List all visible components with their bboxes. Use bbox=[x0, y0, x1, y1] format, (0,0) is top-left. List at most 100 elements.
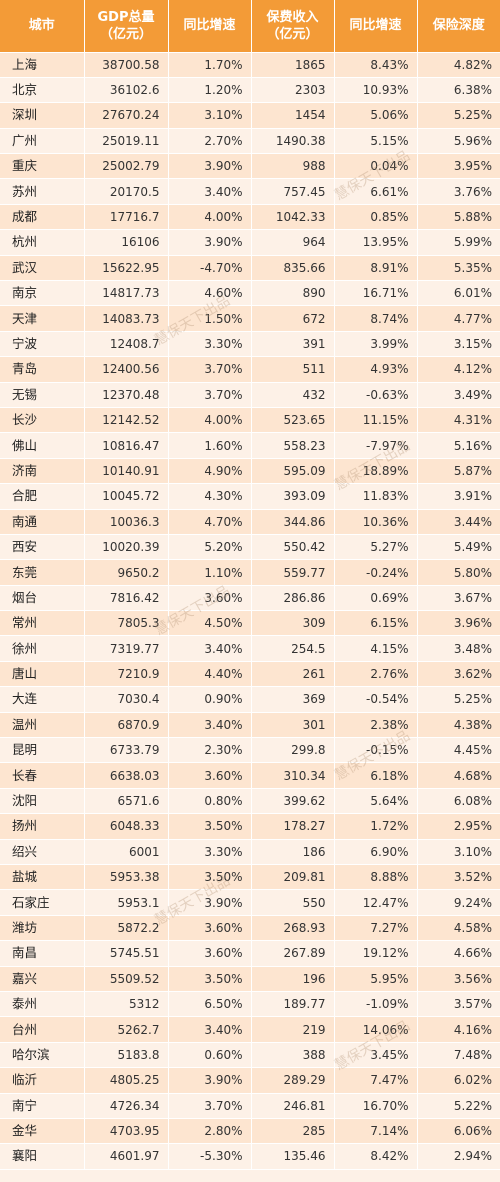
cell-gdp: 6733.79 bbox=[84, 737, 169, 764]
cell-gdp-growth: 3.40% bbox=[168, 712, 252, 739]
cell-gdp: 7210.9 bbox=[84, 661, 169, 688]
cell-city: 杭州 bbox=[0, 229, 85, 256]
table-row: 长沙 12142.52 4.00% 523.65 11.15% 4.31% bbox=[0, 407, 500, 434]
cell-premium: 289.29 bbox=[251, 1067, 335, 1094]
cell-gdp-growth: 3.30% bbox=[168, 331, 252, 358]
cell-premium: 550.42 bbox=[251, 534, 335, 561]
cell-premium: 1042.33 bbox=[251, 204, 335, 231]
col-header-premium-growth: 同比增速 bbox=[334, 0, 418, 53]
cell-premium: 511 bbox=[251, 356, 335, 383]
cell-gdp-growth: 3.50% bbox=[168, 813, 252, 840]
table-row: 南宁 4726.34 3.70% 246.81 16.70% 5.22% bbox=[0, 1093, 500, 1119]
col-header-premium: 保费收入 （亿元） bbox=[251, 0, 335, 53]
cell-premium: 595.09 bbox=[251, 458, 335, 485]
cell-premium-growth: -0.63% bbox=[334, 382, 418, 408]
cell-gdp-growth: 5.20% bbox=[168, 534, 252, 561]
table-body: 上海 38700.58 1.70% 1865 8.43% 4.82% 北京 36102.6 1.… bbox=[0, 52, 500, 1170]
cell-premium: 285 bbox=[251, 1118, 335, 1145]
cell-premium-growth: -0.54% bbox=[334, 686, 418, 713]
cell-gdp-growth: 4.50% bbox=[168, 610, 252, 637]
cell-insurance-depth: 4.16% bbox=[417, 1016, 500, 1043]
table-row: 潍坊 5872.2 3.60% 268.93 7.27% 4.58% bbox=[0, 915, 500, 942]
cell-gdp-growth: 3.70% bbox=[168, 382, 252, 408]
cell-gdp-growth: 4.70% bbox=[168, 509, 252, 535]
cell-city: 台州 bbox=[0, 1016, 85, 1043]
cell-premium-growth: 0.69% bbox=[334, 585, 418, 612]
cell-premium-growth: 1.72% bbox=[334, 813, 418, 840]
cell-insurance-depth: 4.12% bbox=[417, 356, 500, 383]
cell-city: 南宁 bbox=[0, 1093, 85, 1119]
cell-premium-growth: 4.15% bbox=[334, 635, 418, 662]
cell-premium: 186 bbox=[251, 839, 335, 866]
table-row: 武汉 15622.95 -4.70% 835.66 8.91% 5.35% bbox=[0, 255, 500, 282]
cell-gdp-growth: 4.90% bbox=[168, 458, 252, 485]
cell-gdp: 4703.95 bbox=[84, 1118, 169, 1145]
cell-city: 深圳 bbox=[0, 102, 85, 129]
cell-premium-growth: -0.24% bbox=[334, 559, 418, 586]
cell-premium: 388 bbox=[251, 1042, 335, 1069]
table-row: 深圳 27670.24 3.10% 1454 5.06% 5.25% bbox=[0, 102, 500, 129]
cell-gdp: 12370.48 bbox=[84, 382, 169, 408]
cell-city: 温州 bbox=[0, 712, 85, 739]
col-header-gdp-growth: 同比增速 bbox=[168, 0, 252, 53]
cell-gdp: 25019.11 bbox=[84, 128, 169, 155]
cell-city: 金华 bbox=[0, 1118, 85, 1145]
cell-city: 南昌 bbox=[0, 940, 85, 967]
cell-insurance-depth: 4.58% bbox=[417, 915, 500, 942]
cell-insurance-depth: 7.48% bbox=[417, 1042, 500, 1069]
cell-gdp-growth: 3.50% bbox=[168, 864, 252, 891]
cell-premium-growth: 6.90% bbox=[334, 839, 418, 866]
table-row: 合肥 10045.72 4.30% 393.09 11.83% 3.91% bbox=[0, 483, 500, 510]
table-row: 嘉兴 5509.52 3.50% 196 5.95% 3.56% bbox=[0, 966, 500, 992]
table-row: 襄阳 4601.97 -5.30% 135.46 8.42% 2.94% bbox=[0, 1143, 500, 1170]
table-row: 大连 7030.4 0.90% 369 -0.54% 5.25% bbox=[0, 686, 500, 713]
cell-gdp: 7030.4 bbox=[84, 686, 169, 713]
cell-insurance-depth: 4.38% bbox=[417, 712, 500, 739]
cell-premium: 1865 bbox=[251, 52, 335, 78]
cell-city: 东莞 bbox=[0, 559, 85, 586]
cell-gdp: 5312 bbox=[84, 991, 169, 1018]
cell-insurance-depth: 5.22% bbox=[417, 1093, 500, 1119]
table-header: 城市 GDP总量 （亿元） 同比增速 保费收入 （亿元） 同比增速 保险深度 bbox=[0, 0, 500, 53]
cell-insurance-depth: 2.95% bbox=[417, 813, 500, 840]
table-row: 哈尔滨 5183.8 0.60% 388 3.45% 7.48% bbox=[0, 1042, 500, 1069]
cell-gdp: 10036.3 bbox=[84, 509, 169, 535]
cell-gdp: 27670.24 bbox=[84, 102, 169, 129]
cell-gdp-growth: 3.10% bbox=[168, 102, 252, 129]
cell-premium: 988 bbox=[251, 153, 335, 180]
cell-city: 北京 bbox=[0, 77, 85, 104]
cell-gdp: 5183.8 bbox=[84, 1042, 169, 1069]
cell-gdp-growth: -4.70% bbox=[168, 255, 252, 282]
cell-gdp: 5953.1 bbox=[84, 889, 169, 916]
cell-gdp-growth: 4.30% bbox=[168, 483, 252, 510]
cell-gdp: 25002.79 bbox=[84, 153, 169, 180]
cell-gdp-growth: 1.10% bbox=[168, 559, 252, 586]
cell-city: 重庆 bbox=[0, 153, 85, 180]
table-row: 苏州 20170.5 3.40% 757.45 6.61% 3.76% bbox=[0, 178, 500, 205]
cell-premium: 757.45 bbox=[251, 178, 335, 205]
cell-premium-growth: 11.15% bbox=[334, 407, 418, 434]
table-row: 西安 10020.39 5.20% 550.42 5.27% 5.49% bbox=[0, 534, 500, 561]
cell-gdp-growth: 3.60% bbox=[168, 585, 252, 612]
cell-gdp: 6571.6 bbox=[84, 788, 169, 815]
cell-city: 苏州 bbox=[0, 178, 85, 205]
cell-gdp-growth: 3.60% bbox=[168, 915, 252, 942]
cell-insurance-depth: 3.10% bbox=[417, 839, 500, 866]
cell-premium-growth: 10.36% bbox=[334, 509, 418, 535]
cell-insurance-depth: 5.88% bbox=[417, 204, 500, 231]
cell-premium-growth: 19.12% bbox=[334, 940, 418, 967]
cell-insurance-depth: 5.16% bbox=[417, 432, 500, 459]
cell-premium-growth: -0.15% bbox=[334, 737, 418, 764]
cell-gdp-growth: 2.80% bbox=[168, 1118, 252, 1145]
cell-premium: 261 bbox=[251, 661, 335, 688]
cell-premium: 268.93 bbox=[251, 915, 335, 942]
cell-insurance-depth: 3.48% bbox=[417, 635, 500, 662]
cell-gdp: 5262.7 bbox=[84, 1016, 169, 1043]
cell-city: 烟台 bbox=[0, 585, 85, 612]
cell-gdp: 38700.58 bbox=[84, 52, 169, 78]
cell-premium: 393.09 bbox=[251, 483, 335, 510]
cell-insurance-depth: 9.24% bbox=[417, 889, 500, 916]
cell-gdp: 16106 bbox=[84, 229, 169, 256]
cell-gdp-growth: 3.30% bbox=[168, 839, 252, 866]
cell-gdp: 6048.33 bbox=[84, 813, 169, 840]
